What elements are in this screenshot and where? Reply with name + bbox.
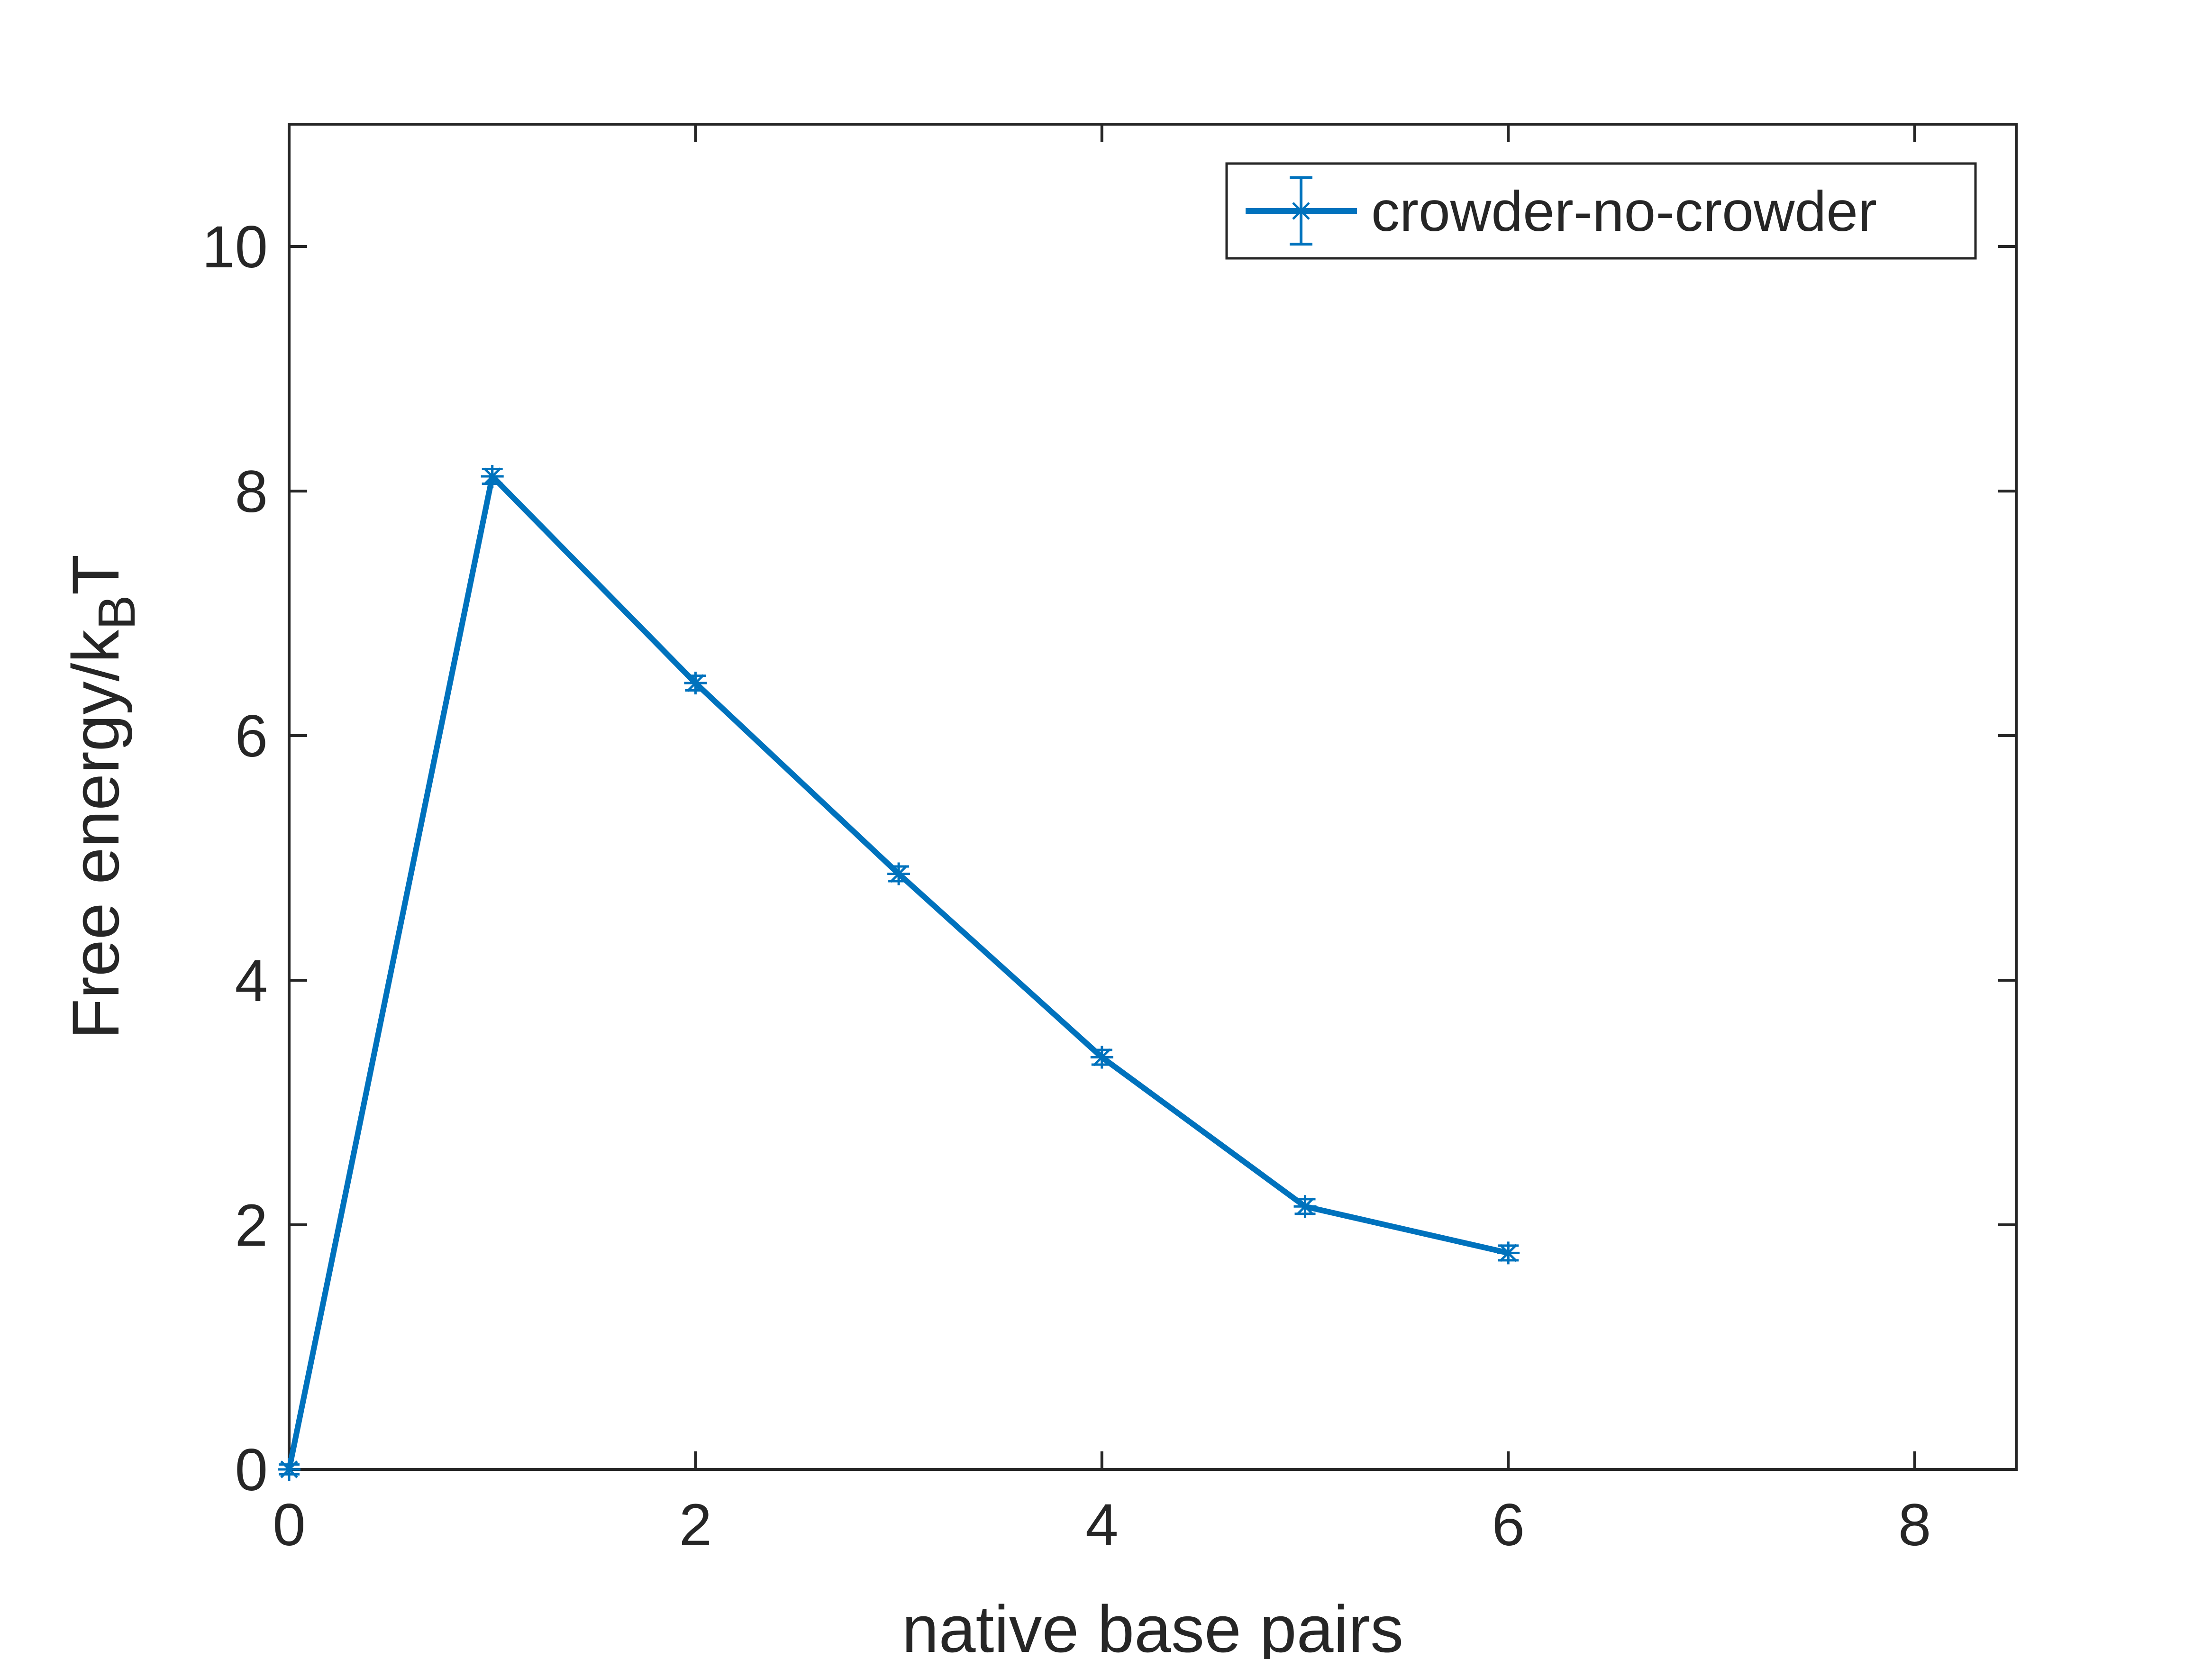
data-point-marker [1290,200,1312,222]
x-tick-label: 6 [1492,1492,1525,1558]
x-tick-label: 0 [273,1492,306,1558]
data-point-marker [1497,1241,1520,1265]
y-tick-label: 10 [202,214,268,280]
tick-labels: 0 2 4 6 8 0 2 4 6 8 10 [202,214,1931,1558]
y-tick-label: 2 [235,1193,268,1258]
legend: crowder-no-crowder [1225,162,1977,260]
y-axis-label: Free energy/kBT [58,555,146,1039]
data-point-marker [684,672,707,695]
data-point-marker [278,1458,300,1481]
marker-stroke [1093,1048,1111,1066]
axes-box [288,123,2018,1471]
data-point-marker [481,465,504,488]
y-axis-label-suffix: T [58,555,133,595]
data-point-marker [1090,1046,1113,1069]
marker-stroke [280,1460,298,1478]
y-axis-label-subscript: B [88,595,146,629]
y-tick-label: 4 [235,948,268,1014]
marker-stroke [483,467,501,485]
legend-label: crowder-no-crowder [1371,180,1877,243]
marker-stroke [1296,1197,1314,1216]
marker-stroke [890,865,908,883]
data-point-marker [1293,1195,1317,1218]
series-layer [278,465,1520,1481]
marker-stroke [1292,202,1310,220]
x-tick-label: 2 [679,1492,712,1558]
y-tick-label: 8 [235,459,268,525]
y-axis-label-main: Free energy/k [58,629,133,1039]
y-tick-label: 6 [235,703,268,769]
x-tick-label: 4 [1085,1492,1119,1558]
y-tick-label: 0 [235,1437,268,1503]
x-axis-label: native base pairs [902,1592,1403,1659]
legend-line-sample [1246,176,1357,246]
x-tick-label: 8 [1898,1492,1931,1558]
plot-area [289,124,2016,1469]
marker-stroke [686,674,705,692]
data-point-marker [887,862,910,885]
marker-stroke [1499,1244,1517,1262]
